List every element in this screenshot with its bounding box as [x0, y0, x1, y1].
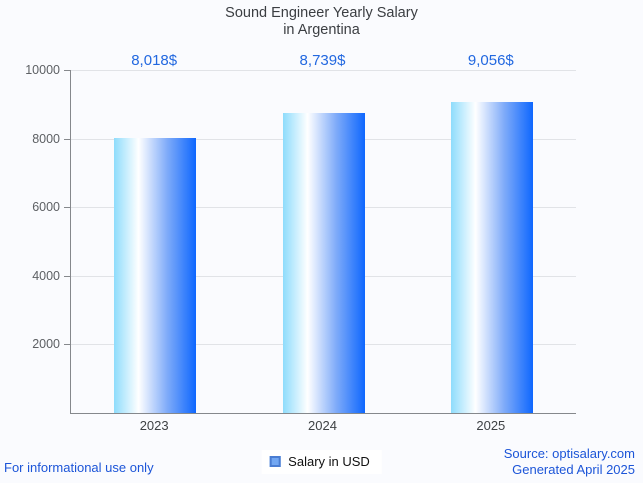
x-axis-labels: 2023 2024 2025: [70, 418, 575, 436]
y-tick-mark: [64, 344, 70, 345]
x-tick-label-2024: 2024: [308, 418, 337, 433]
legend-marker-icon: [269, 456, 281, 467]
chart-title-line1: Sound Engineer Yearly Salary: [225, 5, 418, 21]
y-tick-mark: [64, 139, 70, 140]
value-label-2025: 9,056$: [467, 52, 514, 69]
chart-title-line2: in Argentina: [283, 21, 360, 38]
chart-title: Sound Engineer Yearly Salary in Argentin…: [0, 5, 643, 38]
x-tick-label-2023: 2023: [139, 418, 169, 433]
source-line1: Source: optisalary.com: [503, 446, 635, 461]
value-labels: 8,018$ 8,739$ 9,056$: [70, 52, 575, 72]
source-info: Source: optisalary.com Generated April 2…: [504, 446, 635, 477]
source-line2: Generated April 2025: [512, 461, 635, 477]
bar-2025: [450, 102, 533, 413]
x-tick-label-2025: 2025: [476, 418, 506, 433]
bar-2023: [114, 137, 197, 413]
legend-label: Salary in USD: [288, 454, 370, 469]
y-tick-mark: [64, 276, 70, 277]
legend: Salary in USD: [261, 450, 382, 474]
plot-area: [70, 70, 576, 414]
value-label-2024: 8,739$: [299, 52, 346, 69]
disclaimer-text: For informational use only: [4, 460, 154, 475]
y-tick-label: 6000: [32, 200, 60, 214]
y-axis: 2000 4000 6000 8000 10000: [0, 63, 70, 413]
y-tick-label: 4000: [32, 269, 60, 283]
value-label-2023: 8,018$: [131, 52, 178, 69]
bar-2024: [282, 113, 365, 413]
y-tick-mark: [64, 70, 70, 71]
y-tick-label: 10000: [25, 63, 60, 77]
gridline: [71, 70, 576, 71]
y-tick-mark: [64, 207, 70, 208]
y-tick-label: 8000: [32, 132, 60, 146]
y-tick-label: 2000: [32, 337, 60, 351]
